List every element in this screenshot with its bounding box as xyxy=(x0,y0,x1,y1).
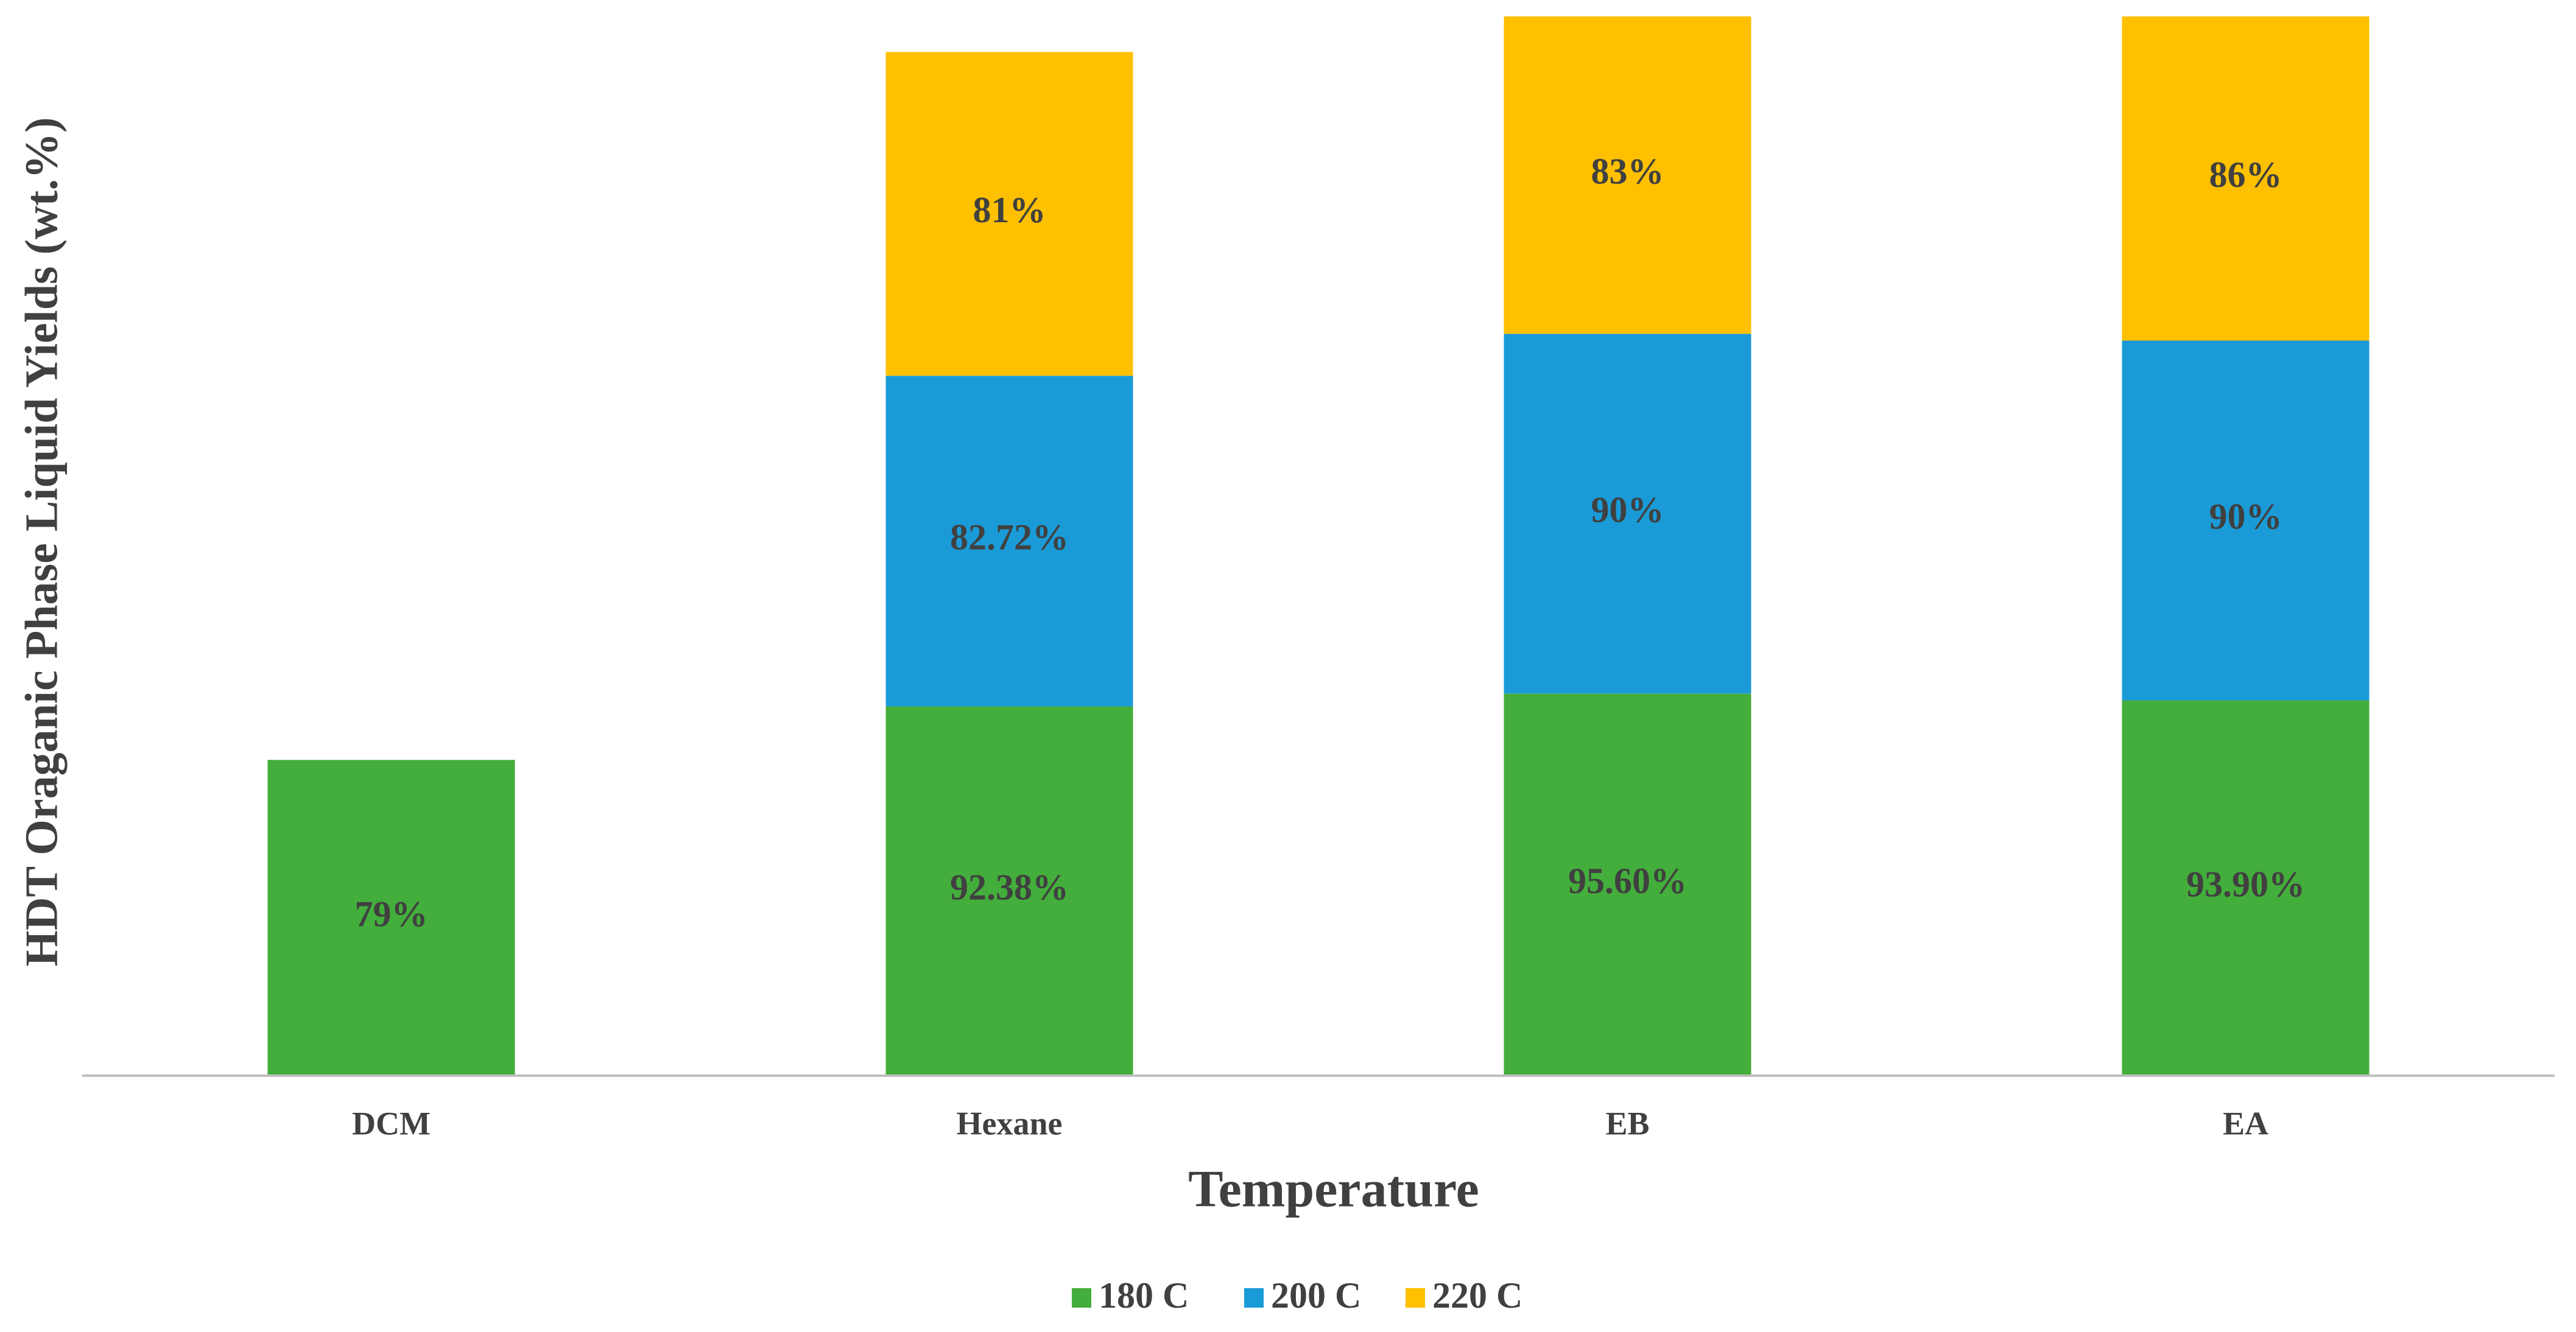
x-tick-label: DCM xyxy=(352,1105,431,1141)
data-label: 83% xyxy=(1591,151,1664,191)
bar-segment xyxy=(885,376,1133,707)
data-label: 90% xyxy=(2209,497,2282,537)
y-axis-title: HDT Oraganic Phase Liquid Yields (wt.%) xyxy=(16,117,67,967)
legend-label: 200 C xyxy=(1271,1275,1361,1316)
data-label: 82.72% xyxy=(950,517,1069,558)
legend-swatch xyxy=(1244,1288,1264,1308)
legend-label: 220 C xyxy=(1432,1275,1522,1316)
bar-segment xyxy=(1504,16,1751,334)
data-label: 90% xyxy=(1591,490,1664,530)
bar-segment xyxy=(885,706,1133,1076)
bar-segment xyxy=(2122,16,2370,341)
bar-segment xyxy=(267,760,515,1076)
bar-segment xyxy=(885,52,1133,376)
bar-segment xyxy=(2122,700,2370,1076)
bar-segment xyxy=(1504,334,1751,694)
x-tick-label: EA xyxy=(2223,1105,2268,1141)
data-label: 93.90% xyxy=(2186,864,2305,904)
data-label: 95.60% xyxy=(1568,861,1687,901)
data-label: 79% xyxy=(355,894,428,934)
data-label: 81% xyxy=(973,190,1046,230)
legend-swatch xyxy=(1406,1288,1425,1308)
legend-swatch xyxy=(1072,1288,1091,1308)
legend-label: 180 C xyxy=(1099,1275,1189,1316)
bar-segment xyxy=(2122,340,2370,701)
x-axis-title: Temperature xyxy=(1188,1160,1479,1218)
plot-area xyxy=(267,16,2370,1076)
x-tick-label: EB xyxy=(1605,1105,1649,1141)
data-label: 86% xyxy=(2209,155,2282,195)
x-tick-label: Hexane xyxy=(957,1105,1063,1141)
bar-segment xyxy=(1504,693,1751,1076)
data-label: 92.38% xyxy=(950,867,1069,907)
